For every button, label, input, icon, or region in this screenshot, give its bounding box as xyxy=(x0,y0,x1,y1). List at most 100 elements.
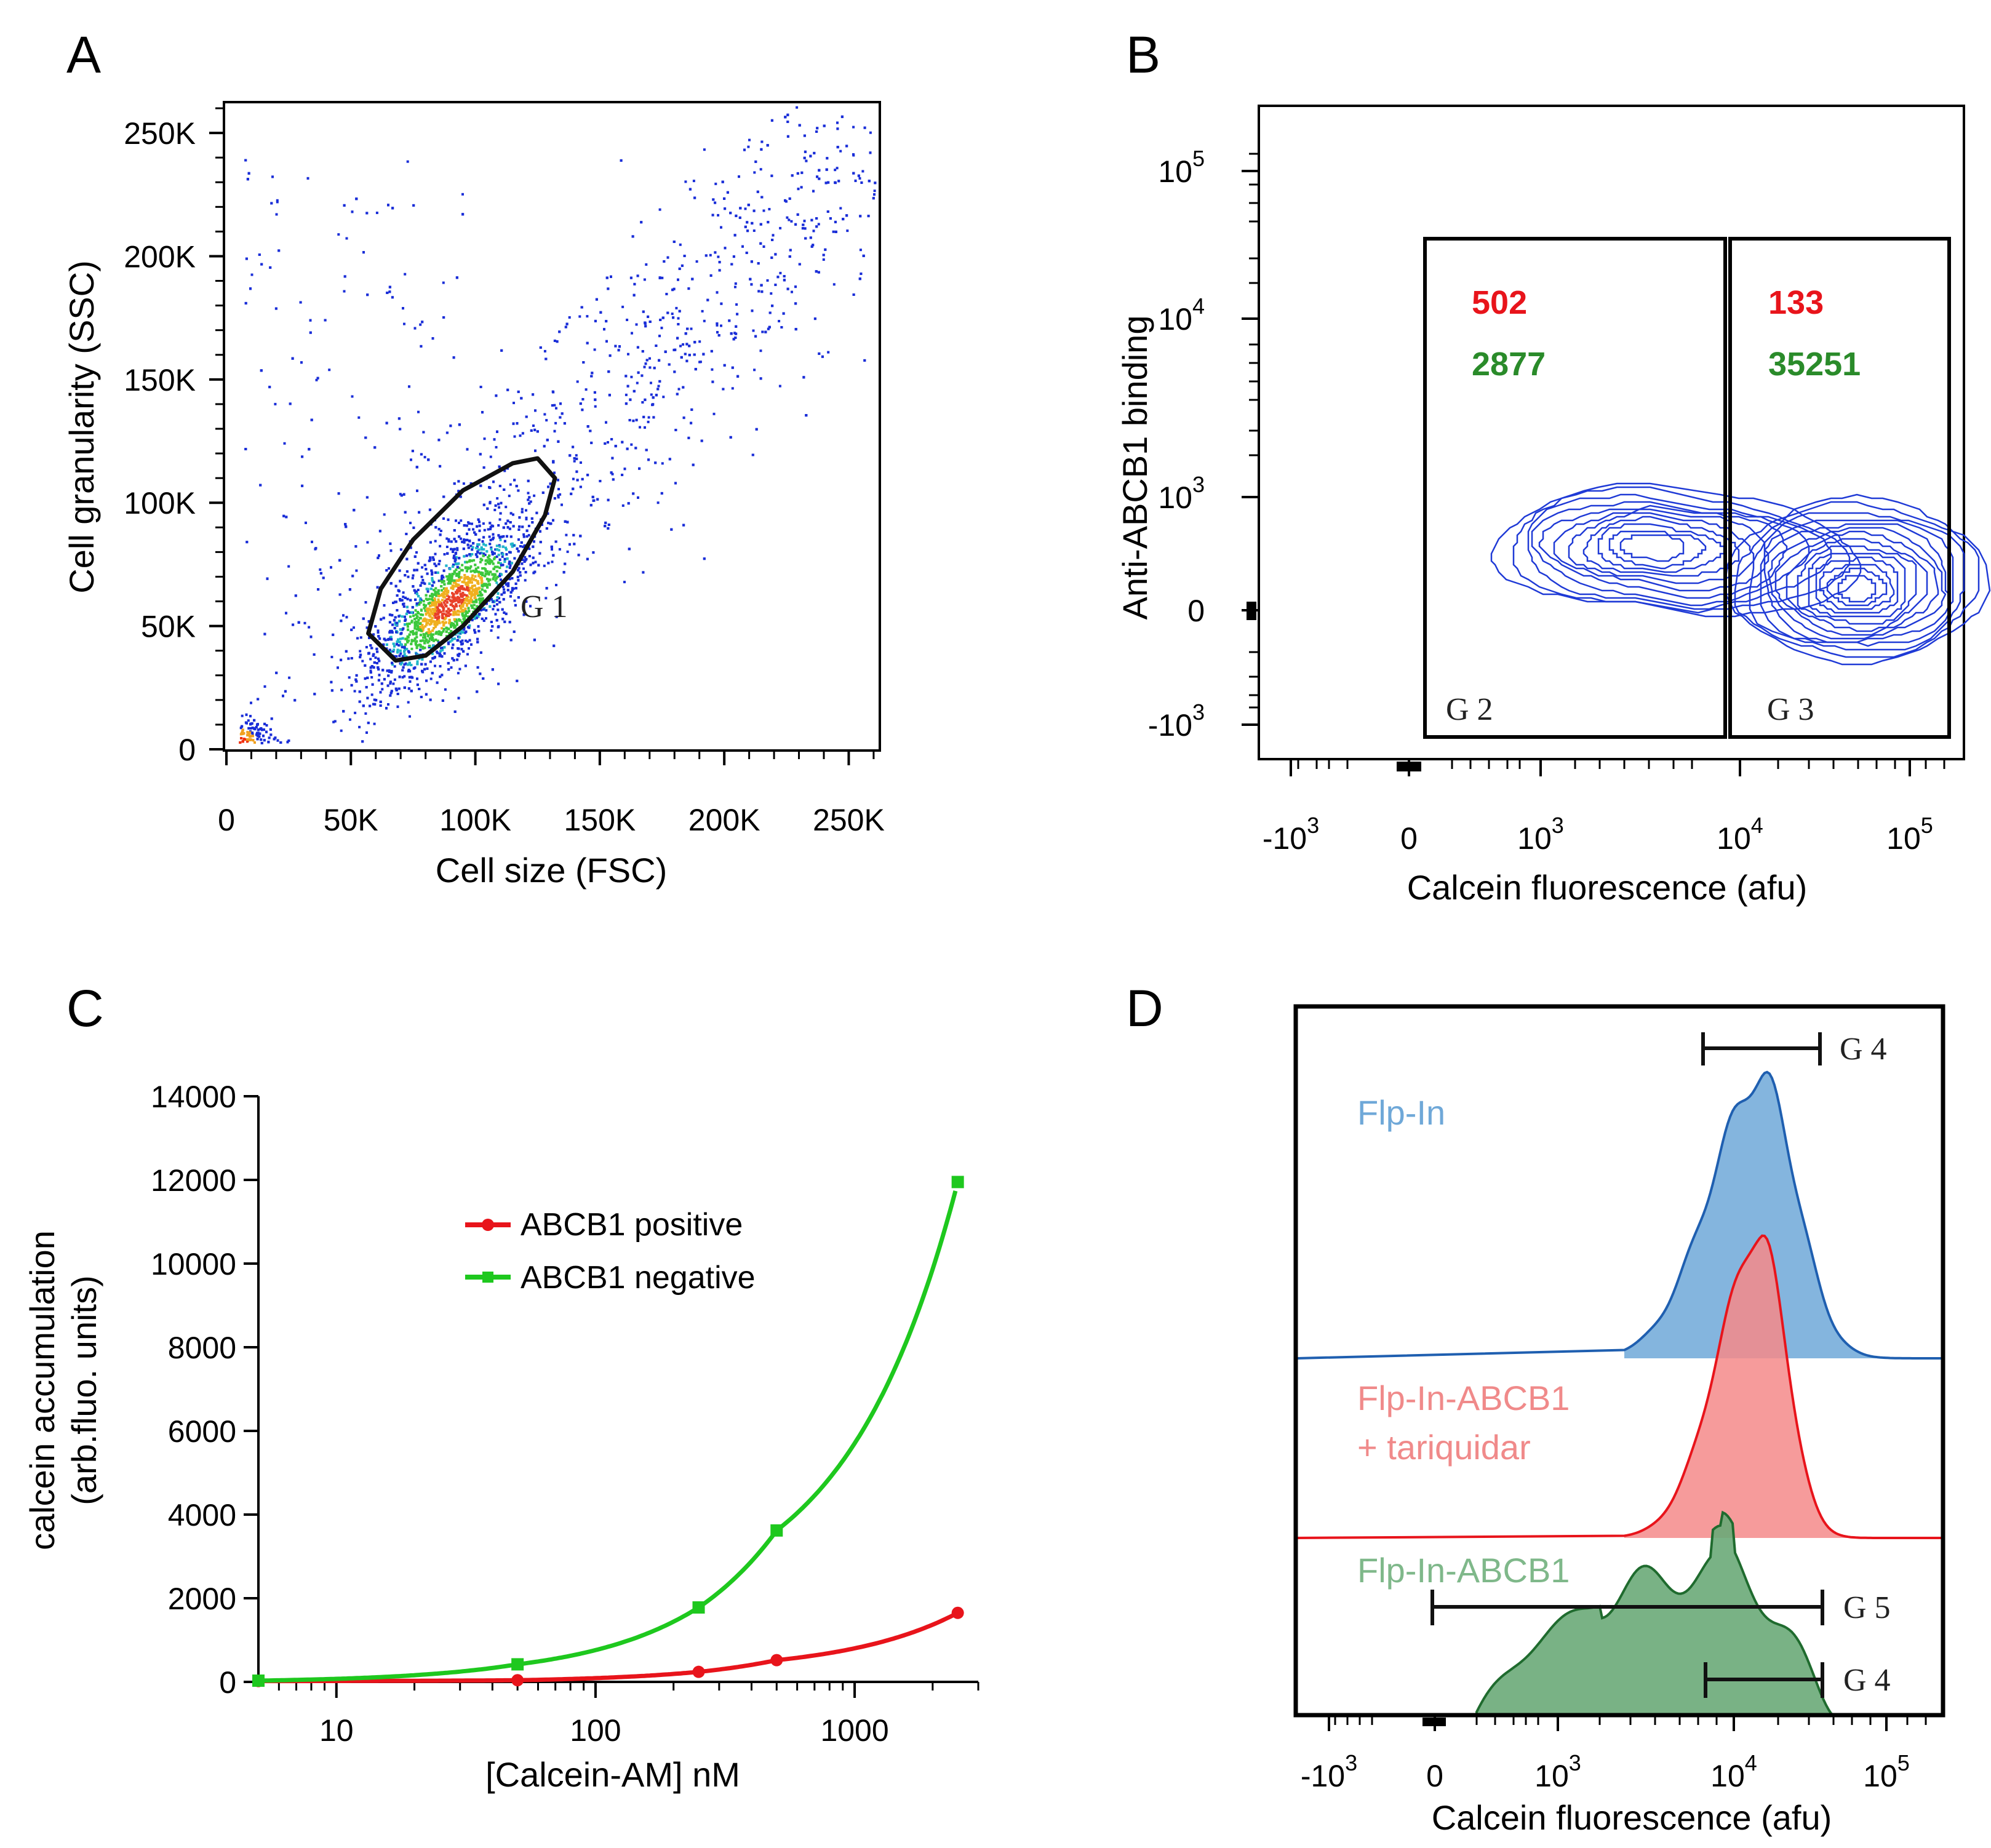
data-point xyxy=(822,258,825,261)
data-point xyxy=(257,698,260,701)
data-point xyxy=(488,558,491,561)
data-point xyxy=(447,607,450,610)
data-point xyxy=(458,535,461,538)
data-point xyxy=(741,245,744,248)
data-point xyxy=(476,543,479,546)
data-point xyxy=(702,352,705,356)
data-point xyxy=(453,482,456,485)
data-point xyxy=(453,571,456,574)
data-point xyxy=(400,494,403,497)
data-point xyxy=(517,568,520,572)
data-point xyxy=(505,546,507,549)
data-point xyxy=(460,592,463,595)
data-point xyxy=(418,688,421,690)
data-point xyxy=(532,393,535,396)
data-point xyxy=(745,252,748,254)
data-point xyxy=(368,636,370,639)
data-point xyxy=(260,728,263,731)
data-point xyxy=(489,538,492,541)
data-point xyxy=(268,736,271,739)
data-point xyxy=(471,584,474,587)
data-point xyxy=(465,583,468,586)
data-point xyxy=(716,324,719,327)
data-point xyxy=(492,562,495,565)
data-point xyxy=(661,316,664,319)
data-point xyxy=(746,221,749,224)
data-point xyxy=(771,239,774,241)
data-point xyxy=(393,645,396,648)
data-point xyxy=(425,623,428,626)
data-point xyxy=(491,538,494,541)
data-point xyxy=(370,647,373,650)
data-point xyxy=(443,646,446,649)
data-point xyxy=(442,609,445,612)
data-point xyxy=(815,130,818,133)
data-point xyxy=(308,626,311,629)
data-point xyxy=(450,586,453,589)
data-point xyxy=(412,204,415,207)
data-point xyxy=(573,460,576,463)
data-point xyxy=(483,528,486,532)
data-point xyxy=(674,482,677,485)
data-point xyxy=(466,586,468,589)
data-point xyxy=(396,594,399,597)
data-point xyxy=(418,602,421,605)
data-point xyxy=(466,566,469,569)
data-point xyxy=(626,447,629,450)
data-point xyxy=(476,690,479,693)
data-point xyxy=(605,421,607,424)
data-point xyxy=(846,229,849,233)
data-point xyxy=(445,630,448,633)
data-point xyxy=(450,666,453,669)
data-point xyxy=(350,628,353,631)
data-point xyxy=(816,127,819,130)
data-point xyxy=(404,511,407,514)
data-point xyxy=(457,574,460,576)
data-point xyxy=(429,594,432,597)
data-point xyxy=(399,643,402,646)
data-point xyxy=(521,562,524,565)
data-point xyxy=(682,343,685,346)
data-point xyxy=(759,377,762,380)
data-point xyxy=(330,680,333,683)
data-point xyxy=(432,644,435,647)
data-point xyxy=(401,669,404,672)
data-point xyxy=(483,589,486,592)
data-point xyxy=(399,428,402,431)
data-point xyxy=(546,512,549,515)
data-point xyxy=(690,408,693,411)
data-point xyxy=(461,599,465,602)
data-point xyxy=(481,567,484,570)
data-point xyxy=(410,458,412,461)
data-point xyxy=(647,416,650,419)
data-point xyxy=(766,144,769,147)
data-point xyxy=(872,197,875,200)
data-point xyxy=(477,570,481,573)
data-point xyxy=(500,578,502,581)
data-point xyxy=(662,396,665,399)
data-point xyxy=(521,432,524,435)
data-point xyxy=(502,535,505,538)
data-point xyxy=(481,617,484,620)
data-point xyxy=(310,418,313,421)
data-point xyxy=(501,608,504,611)
data-point xyxy=(852,293,855,296)
data-point xyxy=(489,578,492,581)
data-point xyxy=(421,647,425,650)
data-point xyxy=(396,650,399,653)
data-point xyxy=(476,545,479,548)
data-point xyxy=(444,590,447,592)
data-point xyxy=(496,575,499,578)
data-point xyxy=(553,644,556,647)
data-point xyxy=(607,527,610,530)
data-point xyxy=(239,727,242,730)
data-point xyxy=(494,579,497,582)
data-point xyxy=(447,641,450,644)
data-point xyxy=(436,620,439,623)
data-point xyxy=(556,340,559,343)
data-point xyxy=(466,599,469,602)
data-point xyxy=(415,631,418,634)
data-point xyxy=(658,277,661,279)
data-point xyxy=(412,585,415,588)
